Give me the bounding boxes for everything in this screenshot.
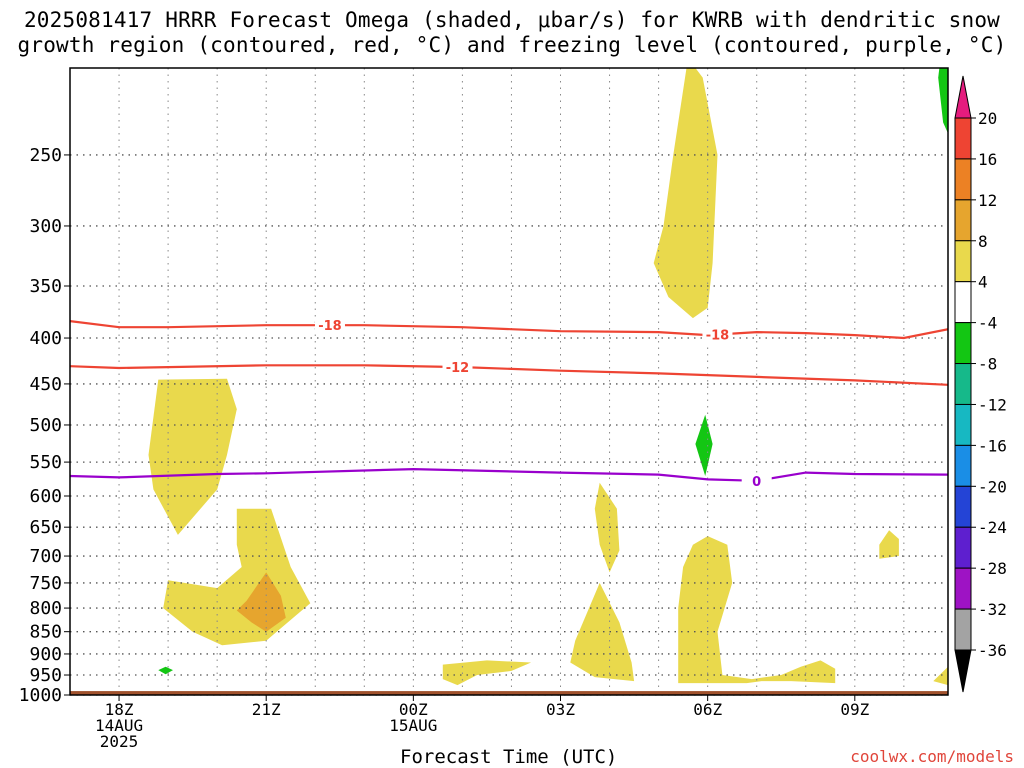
contour-label-2-0: 0 xyxy=(752,475,761,490)
omega-region-0 xyxy=(148,378,237,535)
x-tick-label-9-0: 03Z xyxy=(546,700,575,719)
y-tick-label-350: 350 xyxy=(29,276,62,297)
omega-region-12 xyxy=(158,666,173,675)
x-tick-label-3-0: 21Z xyxy=(252,700,281,719)
chart-title: 2025081417 HRRR Forecast Omega (shaded, … xyxy=(0,8,1024,58)
plot-frame xyxy=(69,67,949,696)
y-tick-label-750: 750 xyxy=(29,573,62,594)
y-tick-label-800: 800 xyxy=(29,598,62,619)
y-tick-label-1000: 1000 xyxy=(19,685,62,706)
axes-layer: 2503003504004505005506006507007508008509… xyxy=(19,67,949,751)
contour-label-bg-1-0 xyxy=(442,359,473,376)
colorbar-label-9: -20 xyxy=(978,477,1007,496)
colorbar-box-1 xyxy=(954,158,972,201)
contour-label-bg-0-0 xyxy=(314,317,345,334)
chart-title-line1: 2025081417 HRRR Forecast Omega (shaded, … xyxy=(23,8,1001,32)
omega-region-4 xyxy=(594,482,620,573)
y-tick-label-650: 650 xyxy=(29,517,62,538)
watermark-text: coolwx.com/models xyxy=(850,747,1014,766)
contour-label-bg-2-0 xyxy=(741,472,772,489)
omega-colorbar: 20 16 12 8 4 -4 -8 -12 -16 -20 -24 -28 -32 -36 xyxy=(954,75,1007,693)
y-tick-label-450: 450 xyxy=(29,374,62,395)
x-tick-label-12-0: 06Z xyxy=(693,700,722,719)
contour-layer: -18 -18 -12 0 xyxy=(70,317,948,490)
ground-band xyxy=(70,691,948,695)
x-tick-label-15-0: 09Z xyxy=(840,700,869,719)
colorbar-box-7 xyxy=(954,403,972,446)
omega-region-1 xyxy=(163,508,311,646)
colorbar-label-7: -12 xyxy=(978,395,1007,414)
colorbar-box-6 xyxy=(954,363,972,405)
contour-label-1-0: -12 xyxy=(446,361,470,376)
y-tick-label-500: 500 xyxy=(29,415,62,436)
omega-region-8 xyxy=(879,530,899,559)
omega-region-9 xyxy=(933,666,948,686)
colorbar-label-4: 4 xyxy=(978,273,988,292)
colorbar-label-0: 20 xyxy=(978,109,997,128)
omega-region-5 xyxy=(570,582,635,682)
x-tick-label-0-1: 14AUG xyxy=(95,716,143,735)
x-axis-label: Forecast Time (UTC) xyxy=(400,746,618,768)
y-tick-label-850: 850 xyxy=(29,622,62,643)
grid-layer xyxy=(70,68,948,696)
colorbar-label-6: -8 xyxy=(978,355,997,374)
omega-region-6 xyxy=(442,660,532,686)
colorbar-label-2: 12 xyxy=(978,191,997,210)
omega-region-10 xyxy=(695,414,713,476)
colorbar-box-9 xyxy=(954,485,972,528)
colorbar-box-0 xyxy=(954,117,972,160)
contour-label-0-1: -18 xyxy=(706,329,730,344)
colorbar-box-2 xyxy=(954,199,972,242)
colorbar-label-10: -24 xyxy=(978,518,1007,537)
ground-layer xyxy=(70,691,948,695)
colorbar-label-11: -28 xyxy=(978,559,1007,578)
y-tick-label-900: 900 xyxy=(29,644,62,665)
colorbar-bottom-arrow xyxy=(954,649,972,693)
x-tick-label-0-0: 18Z xyxy=(105,700,134,719)
colorbar-label-13: -36 xyxy=(978,641,1007,660)
y-tick-label-550: 550 xyxy=(29,452,62,473)
omega-shading-layer xyxy=(148,68,948,686)
x-tick-label-6-0: 00Z xyxy=(399,700,428,719)
y-tick-label-250: 250 xyxy=(29,145,62,166)
y-tick-label-950: 950 xyxy=(29,665,62,686)
omega-region-3 xyxy=(653,68,718,319)
contour-line-2 xyxy=(70,467,948,482)
chart-title-line2: growth region (contoured, red, °C) and f… xyxy=(17,33,1007,57)
colorbar-label-5: -4 xyxy=(978,314,997,333)
colorbar-label-12: -32 xyxy=(978,600,1007,619)
omega-region-7 xyxy=(678,536,836,684)
contour-label-bg-0-1 xyxy=(702,326,733,343)
y-tick-label-300: 300 xyxy=(29,216,62,237)
colorbar-label-8: -16 xyxy=(978,436,1007,455)
contour-line-0 xyxy=(70,320,948,340)
contour-label-0-0: -18 xyxy=(318,319,342,334)
omega-region-2 xyxy=(236,572,286,632)
colorbar-box-11 xyxy=(954,567,972,610)
colorbar-box-8 xyxy=(954,444,972,487)
colorbar-box-4 xyxy=(954,281,972,324)
colorbar-box-10 xyxy=(954,526,972,569)
y-tick-label-600: 600 xyxy=(29,486,62,507)
colorbar-box-3 xyxy=(954,240,972,283)
omega-region-11 xyxy=(938,68,948,134)
y-tick-label-700: 700 xyxy=(29,546,62,567)
colorbar-label-3: 8 xyxy=(978,232,988,251)
x-tick-label-6-1: 15AUG xyxy=(389,716,437,735)
colorbar-top-arrow xyxy=(954,75,972,119)
colorbar-label-1: 16 xyxy=(978,150,997,169)
colorbar-box-12 xyxy=(954,608,972,651)
colorbar-box-5 xyxy=(954,322,972,365)
y-tick-label-400: 400 xyxy=(29,328,62,349)
x-tick-label-0-2: 2025 xyxy=(100,732,139,751)
